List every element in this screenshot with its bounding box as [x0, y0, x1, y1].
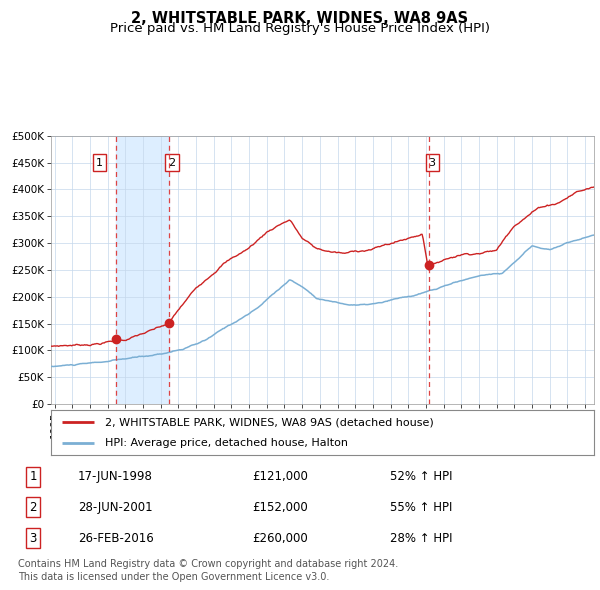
Text: HPI: Average price, detached house, Halton: HPI: Average price, detached house, Halt…	[106, 438, 348, 448]
Text: 2, WHITSTABLE PARK, WIDNES, WA8 9AS (detached house): 2, WHITSTABLE PARK, WIDNES, WA8 9AS (det…	[106, 417, 434, 427]
Text: £121,000: £121,000	[252, 470, 308, 483]
Text: 28% ↑ HPI: 28% ↑ HPI	[390, 532, 452, 545]
Text: £260,000: £260,000	[252, 532, 308, 545]
Text: 52% ↑ HPI: 52% ↑ HPI	[390, 470, 452, 483]
Text: 2: 2	[169, 158, 176, 168]
Text: 2: 2	[29, 501, 37, 514]
Text: 3: 3	[428, 158, 436, 168]
Text: 17-JUN-1998: 17-JUN-1998	[78, 470, 153, 483]
Text: 28-JUN-2001: 28-JUN-2001	[78, 501, 152, 514]
Text: 1: 1	[29, 470, 37, 483]
Text: Contains HM Land Registry data © Crown copyright and database right 2024.
This d: Contains HM Land Registry data © Crown c…	[18, 559, 398, 582]
Text: 1: 1	[97, 158, 103, 168]
Text: £152,000: £152,000	[252, 501, 308, 514]
Text: Price paid vs. HM Land Registry's House Price Index (HPI): Price paid vs. HM Land Registry's House …	[110, 22, 490, 35]
Text: 55% ↑ HPI: 55% ↑ HPI	[390, 501, 452, 514]
Text: 26-FEB-2016: 26-FEB-2016	[78, 532, 154, 545]
Bar	[116, 136, 169, 404]
Text: 2, WHITSTABLE PARK, WIDNES, WA8 9AS: 2, WHITSTABLE PARK, WIDNES, WA8 9AS	[131, 11, 469, 25]
Text: 3: 3	[29, 532, 37, 545]
